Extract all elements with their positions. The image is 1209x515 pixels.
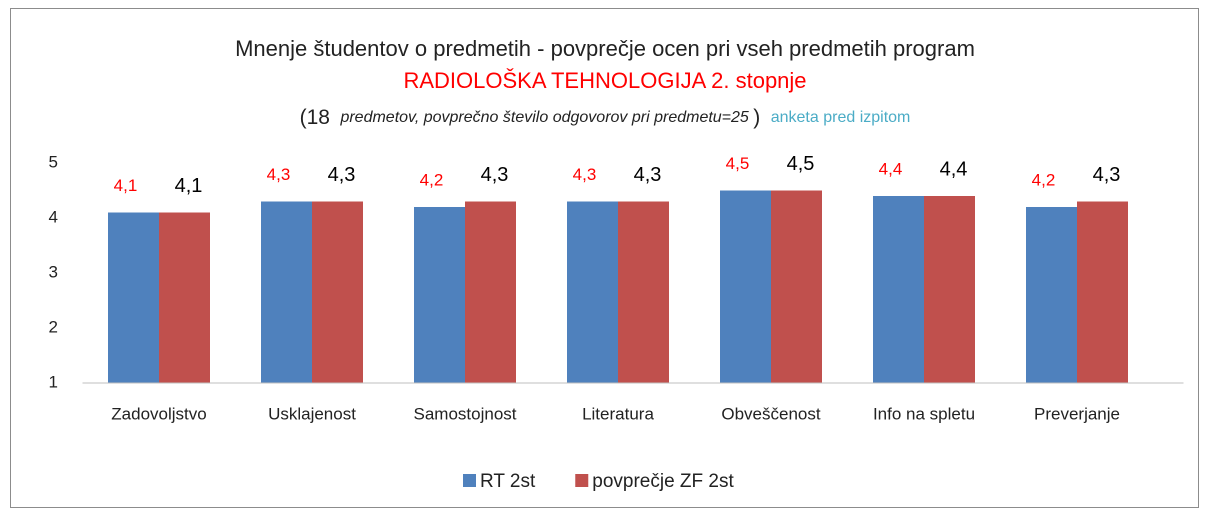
x-tick-label: Info na spletu [873,404,975,423]
legend-swatch [575,474,589,487]
data-label: 4,3 [328,164,356,186]
x-tick-label: Preverjanje [1034,404,1120,423]
x-tick-label: Samostojnost [414,404,517,423]
subtitle-part: (18 [300,106,330,129]
chart-subtitle: (18 predmetov, povprečno število odgovor… [300,106,911,129]
data-label: 4,3 [1093,164,1121,186]
bar [108,212,159,383]
bar [618,201,669,383]
y-tick-label: 3 [49,262,58,281]
data-label: 4,1 [175,175,203,197]
data-label: 4,5 [726,154,750,173]
bar [567,201,618,383]
data-label: 4,2 [420,170,444,189]
data-label: 4,2 [1032,170,1056,189]
data-label: 4,4 [940,158,968,180]
y-tick-label: 4 [49,207,58,226]
x-tick-label: Usklajenost [268,404,356,423]
legend-swatch [463,474,476,487]
subtitle-part: anketa pred izpitom [771,109,911,126]
data-label: 4,1 [114,176,138,195]
bar [1077,201,1128,383]
chart-title: Mnenje študentov o predmetih - povprečje… [235,36,975,61]
bar [312,201,363,383]
x-tick-label: Obveščenost [721,404,820,423]
y-tick-label: 1 [49,372,58,391]
x-tick-label: Zadovoljstvo [111,404,206,423]
data-label: 4,3 [573,165,597,184]
bar [1026,207,1077,383]
bar [465,201,516,383]
data-label: 4,5 [787,153,815,175]
y-tick-label: 5 [49,152,58,171]
bar [261,201,312,383]
y-tick-label: 2 [49,317,58,336]
bar [924,196,975,383]
legend-label: RT 2st [480,471,536,492]
bar [720,190,771,383]
bar [159,212,210,383]
subtitle-part: ) [753,106,760,129]
chart-title-line2: RADIOLOŠKA TEHNOLOGIJA 2. stopnje [403,68,806,93]
data-label: 4,4 [879,159,903,178]
data-label: 4,3 [634,164,662,186]
data-label: 4,3 [481,164,509,186]
x-tick-label: Literatura [582,404,654,423]
subtitle-part: predmetov, povprečno število odgovorov p… [339,109,748,126]
bar [414,207,465,383]
bar [771,190,822,383]
bar [873,196,924,383]
data-label: 4,3 [267,165,291,184]
legend-label: povprečje ZF 2st [592,471,734,492]
